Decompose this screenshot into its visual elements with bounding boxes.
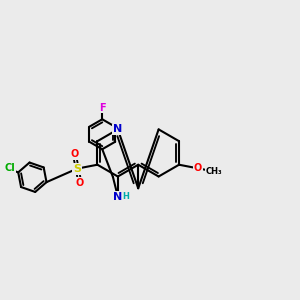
Text: O: O [70,149,79,159]
Text: N: N [113,191,122,202]
Text: F: F [99,103,106,112]
Text: S: S [73,164,81,174]
Text: H: H [123,192,130,201]
Text: CH₃: CH₃ [206,167,222,176]
Text: O: O [194,163,202,173]
Text: O: O [76,178,84,188]
Text: Cl: Cl [5,163,15,173]
Text: N: N [113,124,122,134]
